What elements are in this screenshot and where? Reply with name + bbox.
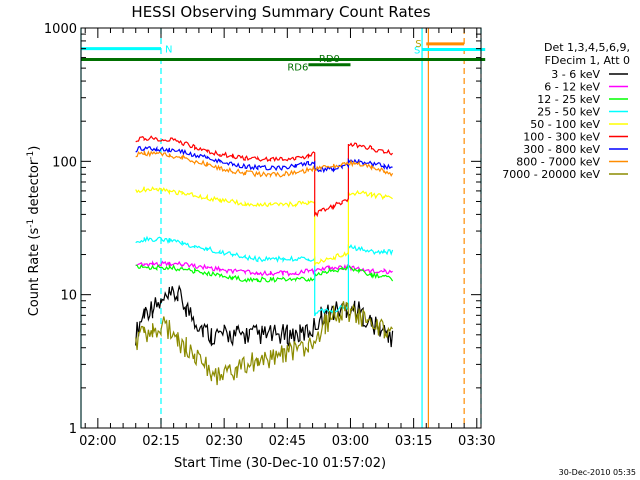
legend: Det 1,3,4,5,6,9,FDecim 1, Att 03 - 6 keV… — [502, 41, 630, 181]
x-tick-label-6: 03:30 — [458, 434, 495, 449]
legend-label-4: 50 - 100 keV — [530, 118, 600, 131]
decimation-label-0: RD0 — [319, 54, 340, 65]
series-line-5 — [135, 135, 394, 218]
x-tick-label-2: 02:30 — [205, 434, 242, 449]
y-axis-label-main: Count Rate (s — [27, 228, 42, 317]
y-axis-label-close: ) — [27, 146, 42, 151]
legend-label-5: 100 - 300 keV — [523, 131, 600, 144]
y-tick-label-2: 100 — [52, 155, 77, 170]
decimation-label-1: RD6 — [287, 63, 308, 74]
footer-date: 30-Dec-2010 05:35 — [559, 468, 636, 477]
series-line-7 — [135, 150, 394, 179]
y-axis-label-tail-sup: -1 — [26, 151, 36, 160]
x-tick-label-3: 02:45 — [269, 434, 306, 449]
legend-label-0: 3 - 6 keV — [551, 68, 600, 81]
y-tick-label-1: 10 — [60, 289, 77, 304]
flag-label-1: S — [414, 45, 420, 56]
x-axis-label: Start Time (30-Dec-10 01:57:02) — [174, 456, 386, 471]
legend-label-3: 25 - 50 keV — [537, 106, 600, 119]
legend-header-0: Det 1,3,4,5,6,9, — [544, 41, 630, 54]
axes: 1 10 100 1000 02:00 02:15 02:30 02:45 03:00 03:15… — [44, 22, 496, 449]
y-tick-label-3: 1000 — [44, 22, 77, 37]
saa-label: S — [415, 39, 421, 50]
legend-header-1: FDecim 1, Att 0 — [545, 54, 630, 67]
x-tick-label-1: 02:15 — [142, 434, 179, 449]
x-tick-label-0: 02:00 — [79, 434, 116, 449]
x-tick-label-5: 03:15 — [395, 434, 432, 449]
chart-title: HESSI Observing Summary Count Rates — [131, 3, 430, 21]
series-line-8 — [135, 301, 394, 386]
legend-label-1: 6 - 12 keV — [544, 81, 600, 94]
legend-label-7: 800 - 7000 keV — [516, 156, 600, 169]
x-tick-label-4: 03:00 — [332, 434, 369, 449]
legend-label-6: 300 - 800 keV — [523, 143, 600, 156]
y-tick-label-0: 1 — [69, 422, 77, 437]
plot-frame — [80, 27, 482, 429]
y-axis-label-tail: detector — [27, 159, 42, 219]
legend-label-8: 7000 - 20000 keV — [502, 168, 600, 181]
flag-label-0: N — [165, 45, 172, 56]
y-axis-label-sup: -1 — [26, 219, 36, 228]
series-line-6 — [135, 145, 393, 174]
series-line-2 — [135, 263, 394, 283]
y-axis-label: Count Rate (s-1 detector-1) — [26, 146, 42, 317]
legend-label-2: 12 - 25 keV — [537, 93, 600, 106]
